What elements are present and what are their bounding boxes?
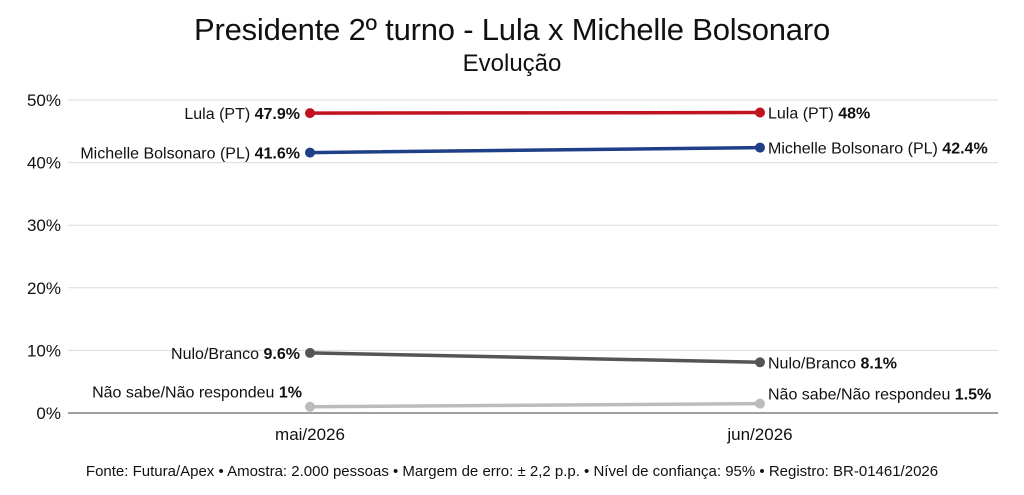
y-tick-label: 30%	[27, 216, 61, 235]
data-label: Nulo/Branco 8.1%	[768, 355, 897, 372]
data-label: Michelle Bolsonaro (PL) 42.4%	[768, 141, 988, 158]
data-point	[755, 107, 765, 118]
series-line	[308, 145, 762, 155]
series-line	[308, 351, 762, 365]
data-label: Lula (PT) 47.9%	[184, 106, 300, 123]
y-tick-label: 10%	[27, 341, 61, 360]
data-point	[755, 357, 765, 368]
line-chart: 0% 10% 20% 30% 40% 50% mai/2026 jun/2026 Lula (P…	[27, 91, 998, 444]
data-label: Nulo/Branco 9.6%	[171, 346, 300, 363]
series-line	[308, 110, 762, 115]
chart-title: Presidente 2º turno - Lula x Michelle Bo…	[193, 12, 831, 47]
data-point	[305, 401, 315, 412]
data-label: Não sabe/Não respondeu 1.5%	[768, 387, 991, 404]
y-tick-label: 50%	[27, 91, 61, 110]
y-tick-label: 40%	[27, 154, 61, 173]
source-footer: Fonte: Futura/Apex • Amostra: 2.000 pess…	[85, 463, 939, 480]
x-tick-label: mai/2026	[275, 425, 345, 444]
data-point	[305, 147, 315, 158]
series-line	[308, 401, 762, 409]
data-label: Lula (PT) 48%	[768, 106, 870, 123]
data-point	[755, 142, 765, 153]
data-label: Michelle Bolsonaro (PL) 41.6%	[80, 146, 300, 163]
y-tick-label: 0%	[36, 404, 61, 423]
y-tick-label: 20%	[27, 279, 61, 298]
data-point	[305, 347, 315, 358]
chart-subtitle: Evolução	[462, 50, 562, 77]
data-point	[755, 398, 765, 409]
x-tick-label: jun/2026	[726, 425, 792, 444]
data-point	[305, 108, 315, 119]
data-label: Não sabe/Não respondeu 1%	[92, 385, 302, 402]
